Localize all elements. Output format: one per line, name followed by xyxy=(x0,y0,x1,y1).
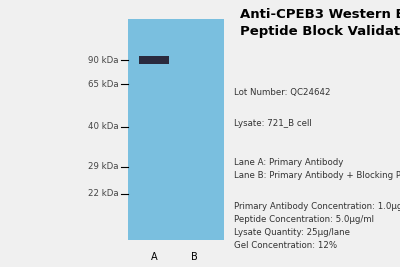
Text: Lysate: 721_B cell: Lysate: 721_B cell xyxy=(234,119,312,128)
Bar xyxy=(128,19,224,240)
Text: Primary Antibody Concentration: 1.0μg/ml
Peptide Concentration: 5.0μg/ml
Lysate : Primary Antibody Concentration: 1.0μg/ml… xyxy=(234,202,400,250)
Text: A: A xyxy=(151,252,157,262)
Text: 22 kDa: 22 kDa xyxy=(88,189,119,198)
Bar xyxy=(139,56,169,64)
Text: B: B xyxy=(191,252,197,262)
Text: Anti-CPEB3 Western Blot &
Peptide Block Validation: Anti-CPEB3 Western Blot & Peptide Block … xyxy=(240,8,400,37)
Text: Lane A: Primary Antibody
Lane B: Primary Antibody + Blocking Peptide: Lane A: Primary Antibody Lane B: Primary… xyxy=(234,158,400,180)
Text: 65 kDa: 65 kDa xyxy=(88,80,119,89)
Text: 40 kDa: 40 kDa xyxy=(88,122,119,131)
Text: 90 kDa: 90 kDa xyxy=(88,56,119,65)
Text: Lot Number: QC24642: Lot Number: QC24642 xyxy=(234,88,330,97)
Text: 29 kDa: 29 kDa xyxy=(88,162,119,171)
